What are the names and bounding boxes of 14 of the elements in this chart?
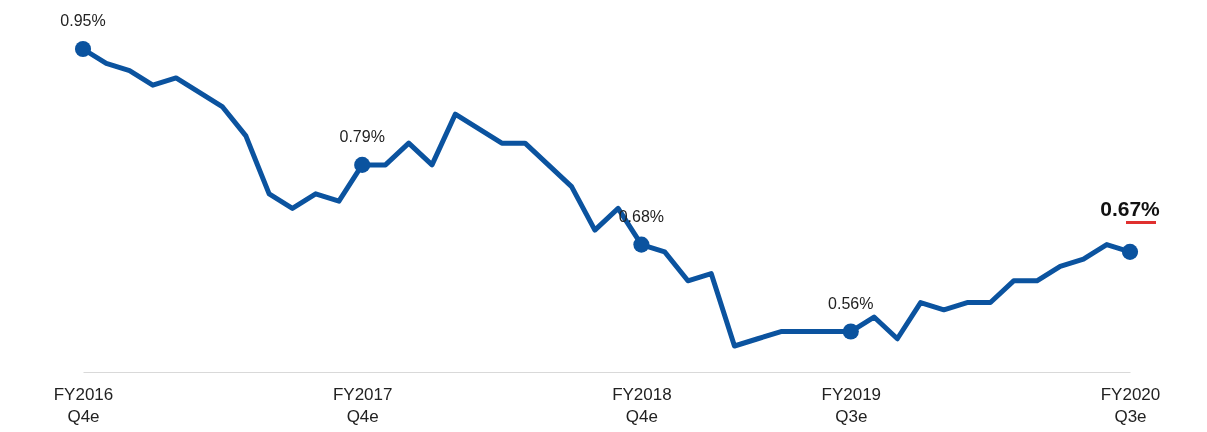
point [354, 156, 371, 173]
data-label: 0.67% [1100, 196, 1161, 220]
x-tick-label: FY2020 Q3e [1100, 384, 1161, 426]
point [1121, 243, 1139, 260]
x-tick-label: FY2019 Q3e [821, 384, 882, 426]
point [842, 323, 859, 340]
data-label: 0.79% [339, 127, 385, 145]
point [633, 236, 650, 253]
data-label: 0.95% [60, 12, 106, 29]
data-label: 0.56% [828, 294, 874, 312]
x-tick-label: FY2018 Q4e [612, 384, 672, 426]
point [74, 40, 92, 58]
x-tick-label: FY2017 Q4e [332, 384, 393, 426]
x-tick-label: FY2016 Q4e [53, 384, 114, 426]
